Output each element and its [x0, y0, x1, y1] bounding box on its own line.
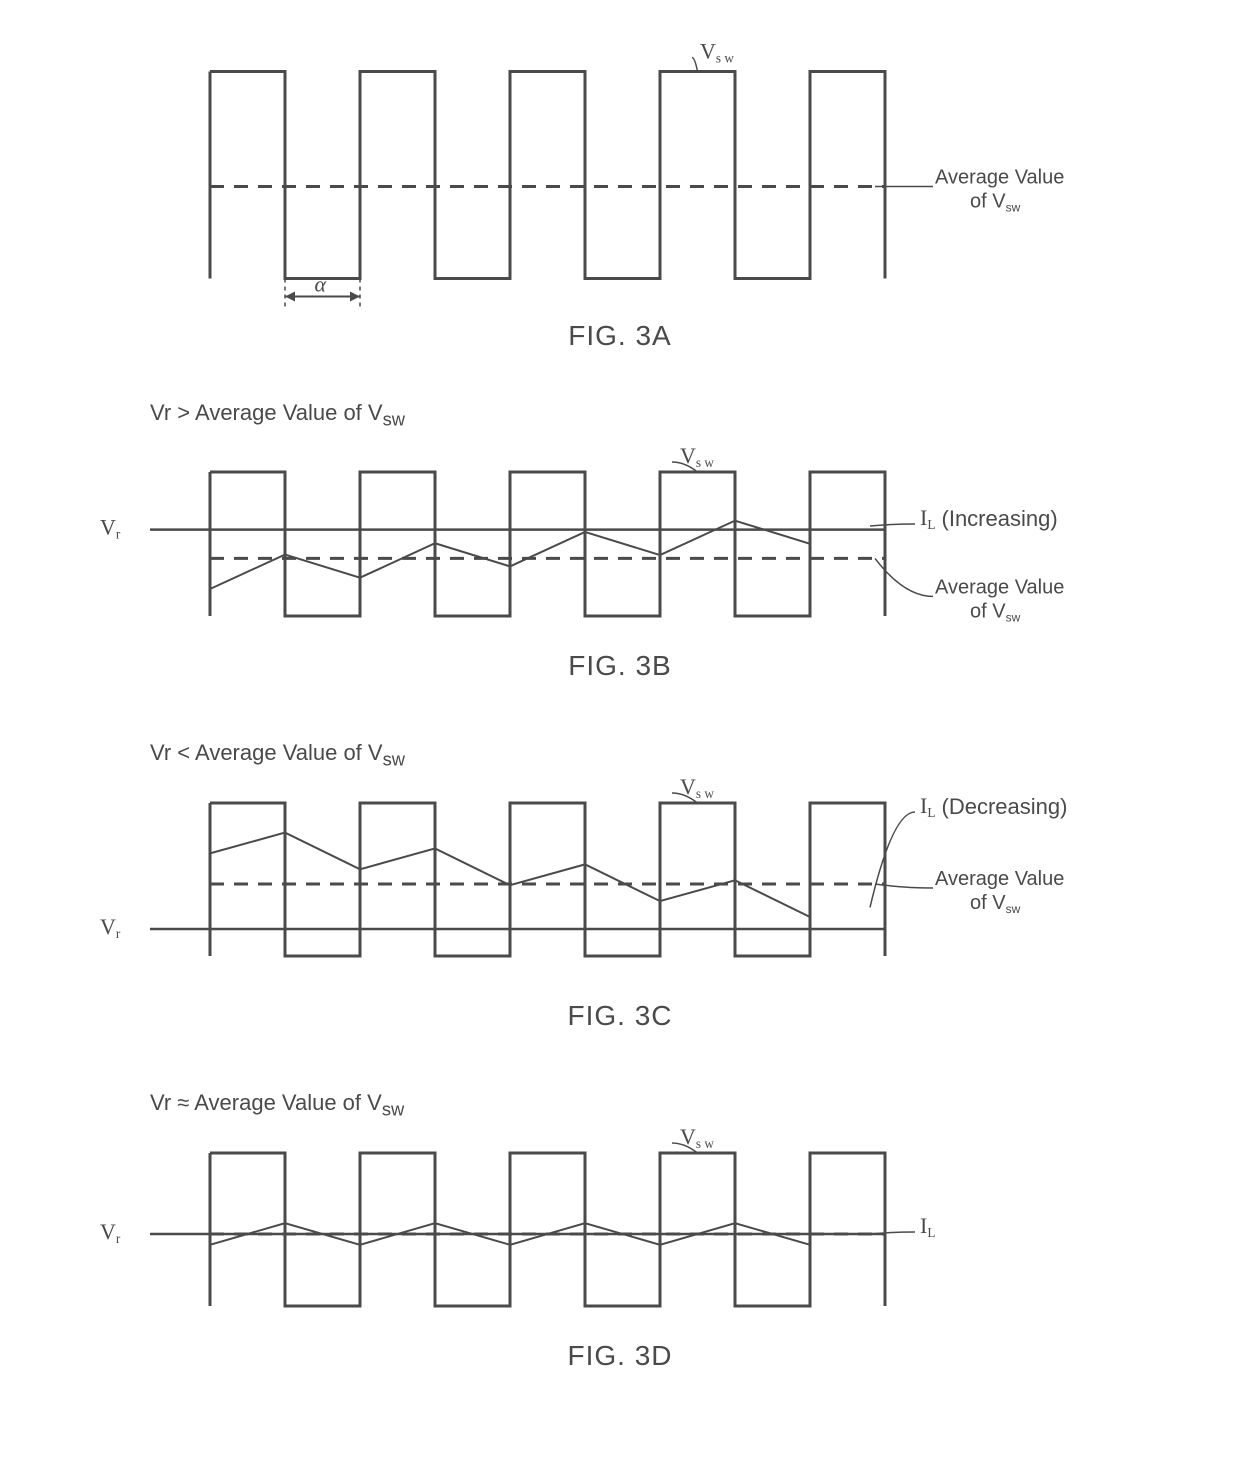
panel-3d-title-text: Vr ≈ Average Value of V [150, 1090, 382, 1115]
panel-3d-svg: Vs w Vr IL [0, 1120, 1240, 1330]
svg-text:IL (Decreasing): IL (Decreasing) [920, 793, 1067, 820]
panel-3d-title: Vr ≈ Average Value of Vsw [150, 1090, 404, 1120]
fig-3d-caption: FIG. 3D [0, 1340, 1240, 1372]
panel-3c-svg: Vs w Vr IL (Decreasing) Average Valueof Vsw [0, 770, 1240, 990]
fig-3a-caption: FIG. 3A [0, 320, 1240, 352]
panel-3d-title-sub: sw [382, 1098, 404, 1119]
svg-text:Vs w: Vs w [680, 443, 714, 470]
svg-text:Vr: Vr [100, 914, 121, 941]
svg-text:Vs w: Vs w [680, 1124, 714, 1151]
panel-3d: Vr ≈ Average Value of Vsw Vs w Vr IL FIG. … [0, 1090, 1240, 1372]
panel-3b-svg: Vs w Vr IL (Increasing) Average Valueof Vsw [0, 430, 1240, 640]
svg-text:IL (Increasing): IL (Increasing) [920, 505, 1058, 532]
panel-3b-title: Vr > Average Value of Vsw [150, 400, 405, 430]
svg-text:Vs w: Vs w [680, 774, 714, 801]
svg-text:of Vsw: of Vsw [970, 191, 1021, 215]
svg-text:IL: IL [920, 1213, 935, 1240]
panel-3c-title: Vr < Average Value of Vsw [150, 740, 405, 770]
fig-3c-caption: FIG. 3C [0, 1000, 1240, 1032]
panel-3c: Vr < Average Value of Vsw Vs w Vr IL (Decr… [0, 740, 1240, 1032]
svg-text:Average Value: Average Value [935, 167, 1064, 189]
svg-text:of Vsw: of Vsw [970, 601, 1021, 625]
svg-text:α: α [315, 272, 327, 297]
svg-text:Average Value: Average Value [935, 868, 1064, 890]
svg-text:Average Value: Average Value [935, 577, 1064, 599]
fig-3b-caption: FIG. 3B [0, 650, 1240, 682]
figure-page: Vs wAverage Valueof Vswα FIG. 3A Vr > Av… [0, 0, 1240, 1463]
svg-text:Vr: Vr [100, 515, 121, 542]
panel-3a: Vs w Average Valueof Vsw α FIG. 3A [0, 40, 1240, 352]
panel-3c-title-text: Vr < Average Value of V [150, 740, 383, 765]
panel-3b: Vr > Average Value of Vsw Vs w Vr IL (Incr… [0, 400, 1240, 682]
svg-text:of Vsw: of Vsw [970, 892, 1021, 916]
panel-3c-title-sub: sw [383, 748, 405, 769]
panel-3b-title-text: Vr > Average Value of V [150, 400, 383, 425]
panel-3a-svg: Vs w Average Valueof Vsw α [0, 40, 1240, 310]
svg-text:Vr: Vr [100, 1219, 121, 1246]
svg-text:Vs w: Vs w [700, 40, 734, 66]
panel-3b-title-sub: sw [383, 408, 405, 429]
